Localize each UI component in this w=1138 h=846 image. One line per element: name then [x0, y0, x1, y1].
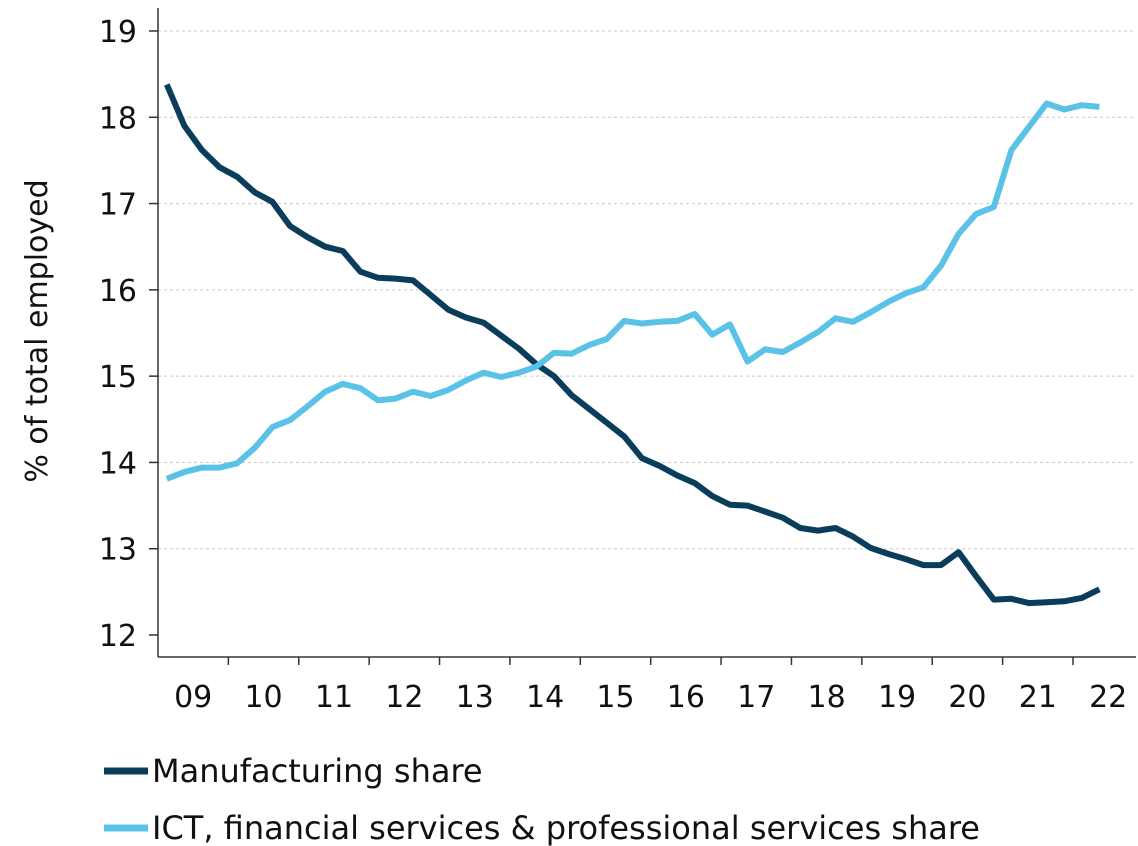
x-tick-label: 13 — [456, 680, 494, 715]
series-line-ict-financial-professional — [165, 100, 1100, 482]
y-tick-label: 17 — [99, 188, 137, 223]
x-tick-label: 10 — [244, 680, 282, 715]
x-tick-label: 15 — [596, 680, 634, 715]
axes-layer: 12 13 14 15 16 17 18 19 09 10 11 12 13 14 15 16 17 18 19 20… — [99, 8, 1136, 715]
x-tick-label: 09 — [174, 680, 212, 715]
x-tick-label: 22 — [1089, 680, 1127, 715]
y-tick-label: 19 — [99, 15, 137, 50]
y-axis-title: % of total employed — [20, 179, 55, 482]
x-tick-label: 11 — [315, 680, 353, 715]
y-tick-label: 13 — [99, 533, 137, 568]
x-tick-label: 17 — [737, 680, 775, 715]
legend-label: Manufacturing share — [152, 752, 483, 790]
x-tick-label: 21 — [1019, 680, 1057, 715]
legend: Manufacturing share ICT, financial servic… — [104, 752, 980, 846]
y-tick-label: 14 — [99, 446, 137, 481]
legend-label: ICT, financial services & professional s… — [152, 809, 980, 846]
x-tick-label: 16 — [667, 680, 705, 715]
x-tick-label: 18 — [808, 680, 846, 715]
series-layer — [164, 83, 1101, 607]
x-tick-label: 19 — [878, 680, 916, 715]
y-tick-label: 16 — [99, 274, 137, 309]
series-line-manufacturing — [164, 83, 1101, 607]
y-tick-label: 12 — [99, 619, 137, 654]
x-tick-label: 14 — [526, 680, 564, 715]
grid-layer — [158, 30, 1136, 550]
y-tick-label: 15 — [99, 360, 137, 395]
x-tick-label: 12 — [385, 680, 423, 715]
y-tick-label: 18 — [99, 101, 137, 136]
x-tick-label: 20 — [948, 680, 986, 715]
